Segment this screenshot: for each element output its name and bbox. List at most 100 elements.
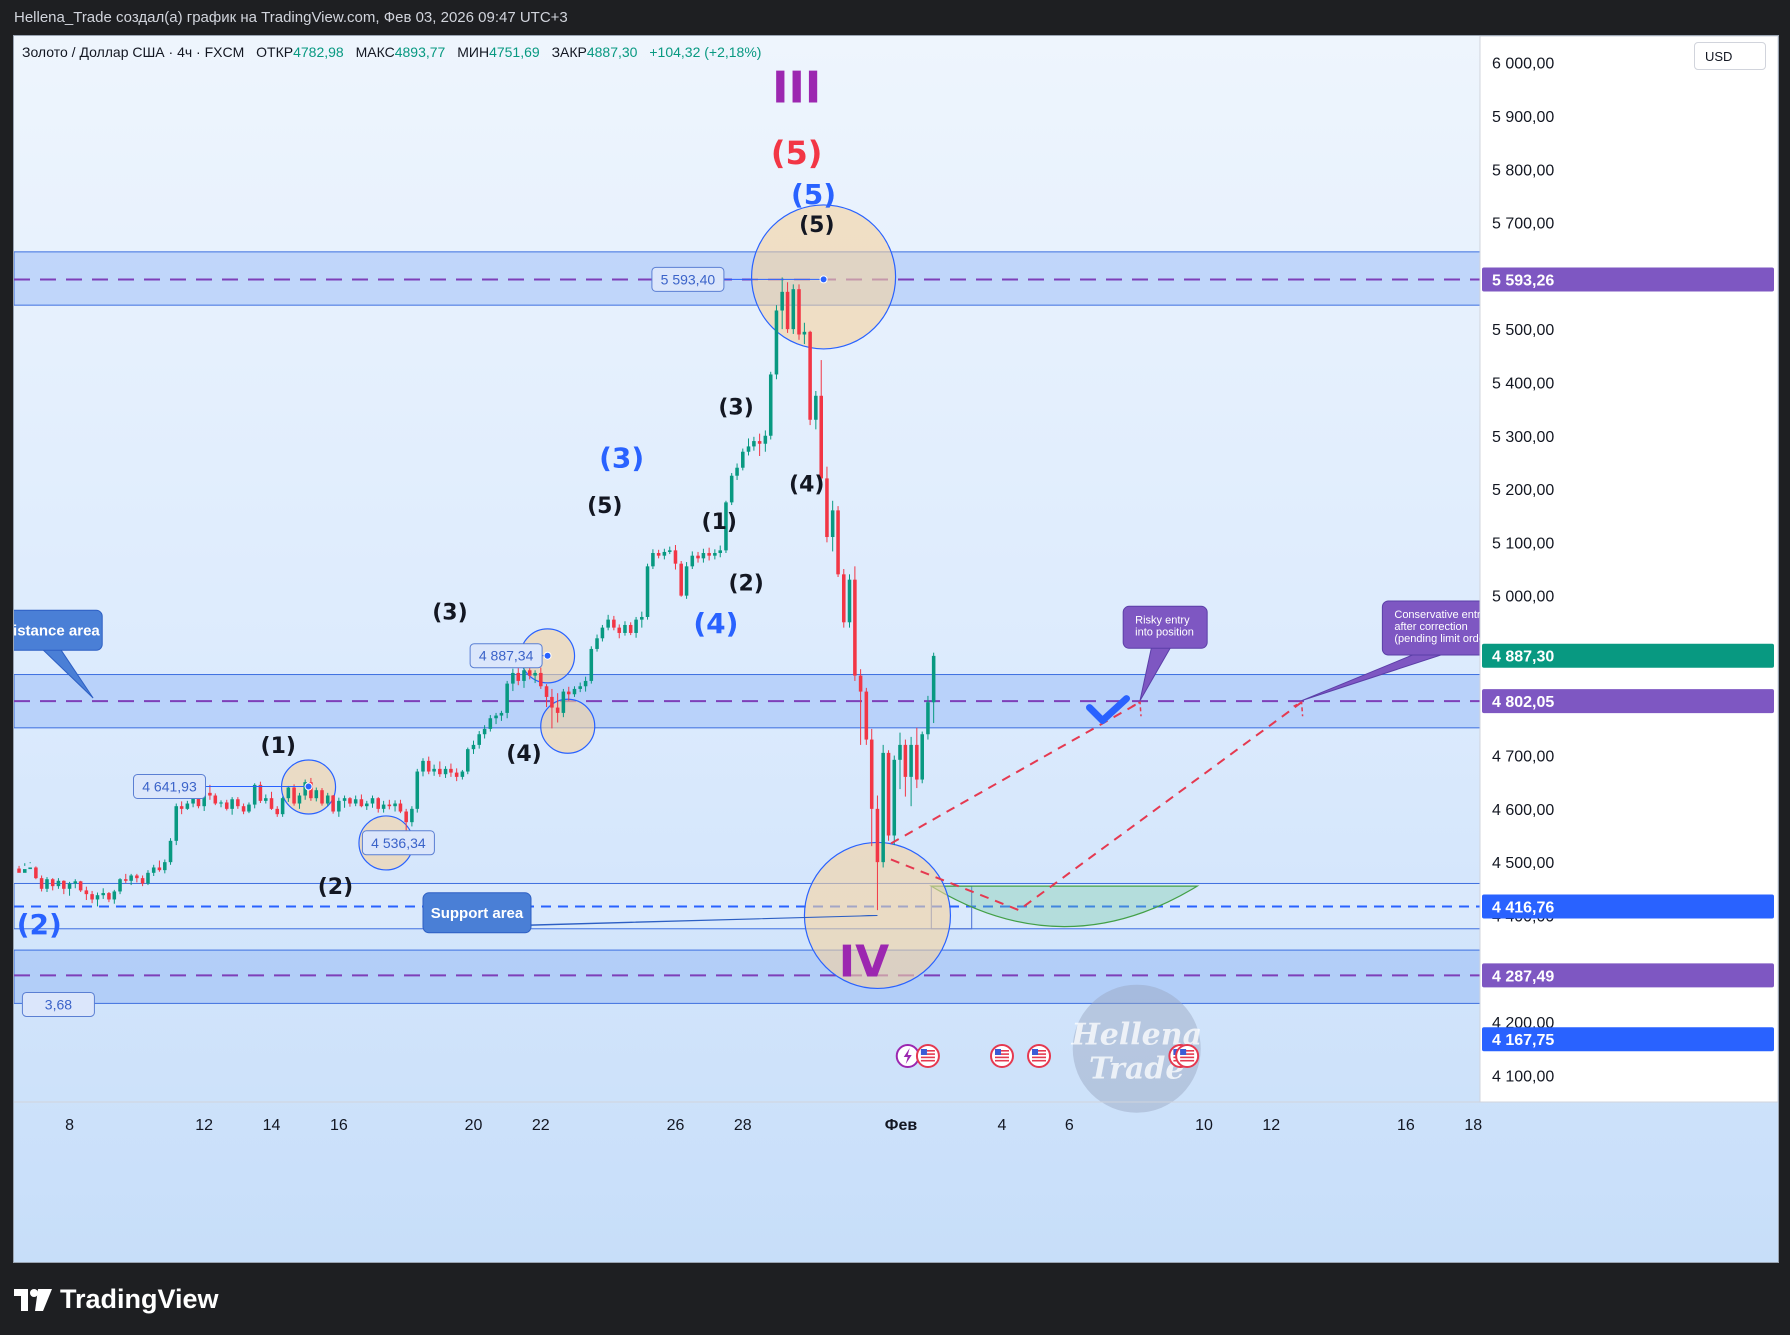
candle-body [600,627,605,639]
candle-body [421,760,425,772]
candle-body [84,890,89,895]
event-icon-ring [989,1044,1014,1068]
candle-body [606,619,610,628]
candle-body [320,790,324,804]
wave-label: (5) [799,213,834,238]
event-icon-stripe [1180,1053,1195,1055]
candle-body [135,875,139,879]
time-tick-label: 28 [734,1117,752,1134]
level-tag-dot [543,651,552,660]
candle-body [701,553,706,559]
candle-body [191,798,195,804]
candle-body [438,768,442,775]
level-tag-label: 5 593,40 [661,271,716,287]
event-icon-stripe [1032,1056,1047,1059]
checkmark-icon [1086,695,1131,725]
time-tick-label: 16 [1397,1117,1415,1134]
candle-body [309,782,313,799]
candle-body [640,616,644,620]
candle-body [269,798,274,809]
candle-body [348,798,352,804]
candle-body [280,798,285,815]
candle-body [707,553,711,556]
event-icon-stripe [1180,1059,1195,1062]
wave-label: (2) [17,908,62,941]
price-tick-label: 5 900,00 [1492,109,1554,126]
price-badge [1482,894,1774,919]
candle-body [219,802,223,804]
chart-canvas[interactable]: 5 593,40 4 887,34 4 641,93 4 536,34 3,68 sis… [14,36,1778,1262]
event-icon-glyph [903,1048,912,1064]
time-axis[interactable]: 8 12 14 16 20 22 26 28 Фев 4 6 10 12 16 18 [14,1101,1778,1134]
candle-body [864,691,869,740]
level-tag-box [361,830,435,856]
wave-label: (3) [599,442,644,475]
candle-body [494,715,498,719]
event-lightning-icon [895,1044,920,1068]
candle-body [213,795,218,804]
candle-body [785,291,790,330]
chart-frame[interactable]: 5 593,40 4 887,34 4 641,93 4 536,34 3,68 sis… [13,35,1779,1263]
wave-label: III [772,63,821,114]
level-tag-label: 4 641,93 [142,779,197,795]
candle-body [426,760,431,772]
candle-body [533,672,537,676]
price-badge-label: 4 416,76 [1492,900,1554,917]
candle-body [17,868,21,873]
candle-body [679,563,683,596]
price-axis[interactable]: 6 000,005 900,005 800,005 700,005 600,00… [1479,36,1778,1103]
time-tick-label: 4 [998,1117,1007,1134]
candle-body [95,895,100,900]
level-tag-dot [819,275,828,284]
candle-body [241,806,246,812]
candle-body [482,728,487,735]
candle-body [898,744,902,760]
notes-layer: sistance area Support area [14,609,878,934]
candle-body [112,891,117,900]
wave-labels-layer: III(5)(5)(5)(3)(5)(3)(4)(1)(2)(4)(3)(4)(… [17,63,889,988]
zone-bottom [14,949,1481,1004]
candle-body [331,795,335,812]
callout-line: into position [1135,626,1194,638]
candle-body [50,879,55,887]
symbol-name[interactable]: Золото / Доллар США · 4ч · FXCM [22,44,245,60]
candle-body [264,798,268,801]
candle-body [780,291,784,311]
candle-body [337,800,341,812]
candle-body [398,803,403,812]
candle-body [797,289,801,335]
highlight-circle [540,698,596,754]
candle-body [623,624,627,633]
price-tick-label: 5 700,00 [1492,216,1554,233]
candle-body [729,475,734,503]
projection-layer [890,701,1304,912]
candle-body [931,655,936,703]
event-icon-stripe [920,1056,935,1059]
candle-body [572,688,577,695]
candle-body [915,744,919,780]
candle-body [365,803,369,807]
event-flag-icon [989,1044,1014,1068]
candle-body [146,872,150,884]
candle-body [353,799,358,804]
candle-body [292,787,296,804]
callout-line: (pending limit orders) [1394,633,1497,645]
symbol-legend: Золото / Доллар США · 4ч · FXCM ОТКР4782… [22,44,761,60]
open-label: ОТКР [256,44,294,60]
candle-body [802,331,807,335]
tradingview-logo[interactable]: TradingView [14,1284,219,1315]
candles-layer [17,277,936,911]
candle-body [763,435,768,444]
candle-body [410,808,414,823]
attribution-bar: Hellena_Trade создал(а) график на Tradin… [0,0,1790,36]
candle-body [56,880,61,887]
candle-body [774,310,779,375]
candle-body [34,867,38,879]
currency-selector[interactable]: USD [1694,42,1766,70]
level-tag-label: 4 536,34 [371,835,426,851]
price-badge [1482,963,1774,988]
candle-body [791,289,796,330]
event-icon-stripe [994,1056,1009,1059]
wave-label: (5) [791,178,836,211]
